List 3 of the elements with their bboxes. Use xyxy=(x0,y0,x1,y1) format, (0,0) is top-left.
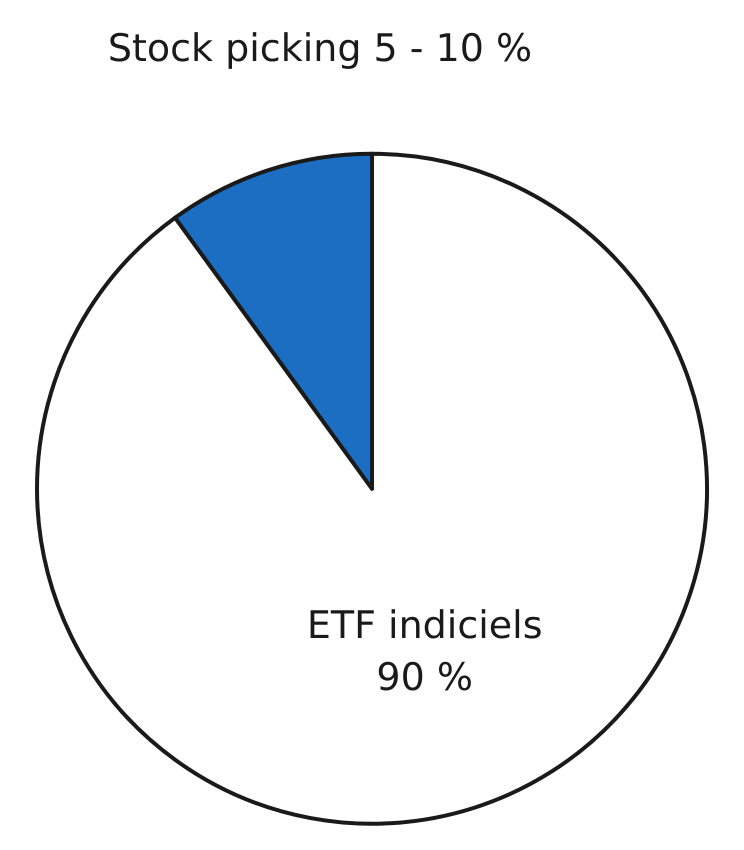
slice-label: ETF indiciels xyxy=(306,602,543,647)
slice-label: Stock picking 5 - 10 % xyxy=(108,26,532,70)
data-label: 90 % xyxy=(376,654,473,699)
